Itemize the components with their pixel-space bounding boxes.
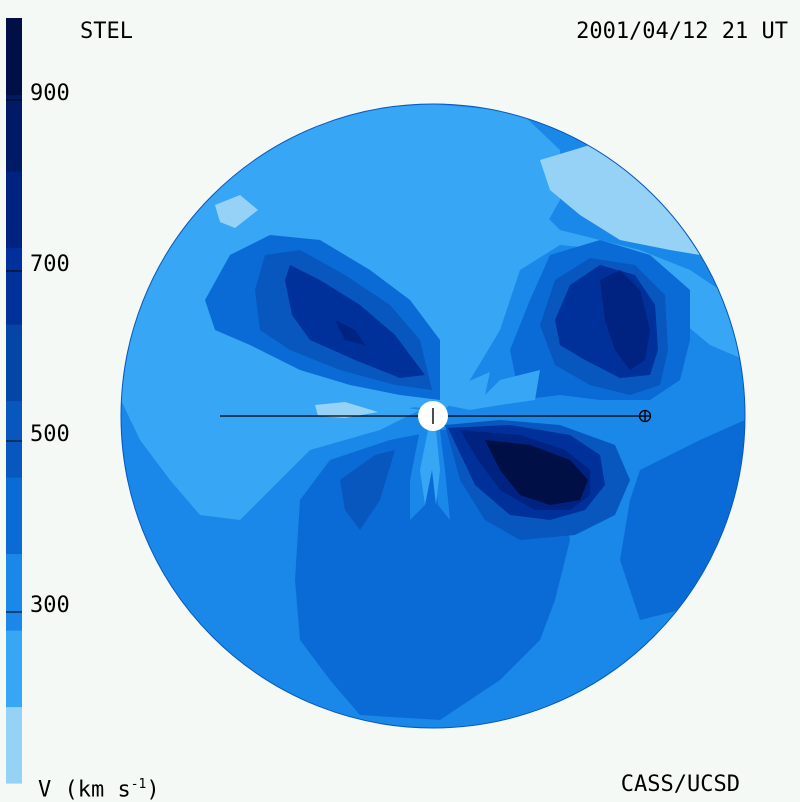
earth-icon <box>638 409 652 423</box>
colorbar-segment <box>6 553 22 631</box>
contour-level7-northeast <box>600 270 650 370</box>
contour-level3-south-ray <box>410 430 450 520</box>
contour-level2-northeast-ray <box>445 370 540 410</box>
contour-level1-northwest <box>215 195 258 228</box>
colorbar-tick-label-700: 700 <box>30 252 70 277</box>
colorbar-segment <box>6 400 22 478</box>
colorbar <box>6 18 22 784</box>
header-timestamp: 2001/04/12 21 UT <box>576 19 788 44</box>
colorbar-segment <box>6 630 22 708</box>
contour-level2-south-ray <box>420 430 440 505</box>
contour-level5-south <box>340 450 395 530</box>
colorbar-segment <box>6 324 22 402</box>
sun-icon <box>418 401 448 431</box>
contour-level8-core <box>485 440 588 505</box>
contour-level1-northeast <box>540 145 700 255</box>
contour-level4-east <box>620 420 745 620</box>
colorbar-tick-label-900: 900 <box>30 81 70 106</box>
unit-exponent: -1 <box>130 777 147 792</box>
header-left-label: STEL <box>80 19 133 44</box>
colorbar-segment <box>6 171 22 249</box>
disk-edge <box>120 103 746 729</box>
contour-level1-near-sun <box>315 402 378 418</box>
unit-close: ) <box>146 777 160 802</box>
colorbar-unit-label: V (km s-1) <box>38 773 160 802</box>
colorbar-segment <box>6 706 22 784</box>
contour-level6-northwest <box>285 265 425 378</box>
colorbar-tick-label-300: 300 <box>30 593 70 618</box>
colorbar-segment <box>6 18 22 96</box>
contour-level7-northwest <box>335 320 365 345</box>
colorbar-tick-label-500: 500 <box>30 422 70 447</box>
colorbar-segment <box>6 247 22 325</box>
unit-text: V (km s <box>38 777 131 802</box>
velocity-disk <box>121 104 745 728</box>
colorbar-segment <box>6 477 22 555</box>
colorbar-ticks <box>6 99 22 613</box>
colorbar-segment <box>6 94 22 172</box>
footer-credit: CASS/UCSD <box>620 772 740 797</box>
